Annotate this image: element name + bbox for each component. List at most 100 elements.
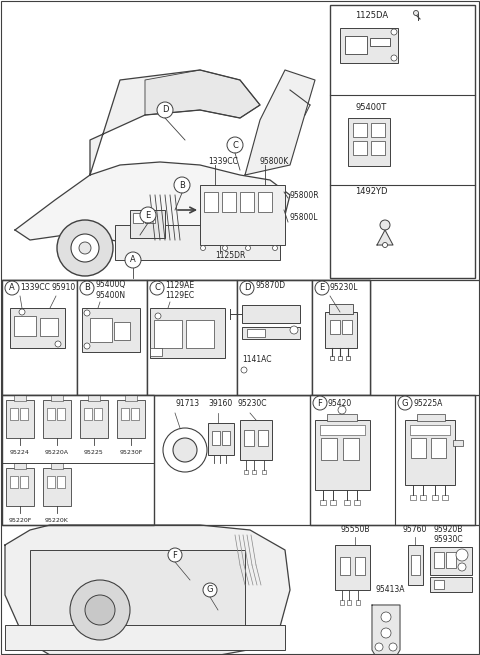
Circle shape	[290, 326, 298, 334]
Circle shape	[381, 628, 391, 638]
Bar	[40, 318, 58, 336]
Bar	[212, 431, 220, 445]
Circle shape	[245, 246, 251, 250]
Text: 1339CC: 1339CC	[20, 284, 50, 293]
Bar	[410, 495, 416, 500]
Bar	[2, 280, 370, 395]
Bar	[133, 213, 143, 223]
Text: B: B	[179, 181, 185, 189]
Text: G: G	[207, 586, 213, 595]
Bar	[345, 36, 367, 54]
Text: 1125DA: 1125DA	[355, 12, 388, 20]
Text: D: D	[162, 105, 168, 115]
Bar	[145, 213, 155, 223]
Circle shape	[168, 548, 182, 562]
Circle shape	[315, 281, 329, 295]
Bar	[47, 408, 55, 420]
Bar	[342, 320, 352, 334]
Text: 1492YD: 1492YD	[355, 187, 387, 196]
Circle shape	[398, 396, 412, 410]
Bar	[348, 118, 390, 166]
Text: 95220K: 95220K	[45, 517, 69, 523]
Bar	[434, 552, 444, 568]
Text: 95870D: 95870D	[256, 280, 286, 290]
Bar	[354, 500, 360, 505]
Text: D: D	[244, 284, 250, 293]
Circle shape	[80, 281, 94, 295]
Circle shape	[79, 242, 91, 254]
Circle shape	[140, 207, 156, 223]
Text: 95550B: 95550B	[340, 525, 370, 534]
Bar	[330, 356, 334, 360]
Bar	[343, 438, 359, 460]
Polygon shape	[377, 230, 393, 245]
Bar	[43, 400, 71, 438]
Circle shape	[84, 310, 90, 316]
Bar	[330, 320, 340, 334]
Circle shape	[84, 343, 90, 349]
Text: 1129AE: 1129AE	[165, 280, 194, 290]
Bar	[262, 470, 266, 474]
Bar	[14, 316, 36, 336]
Text: A: A	[130, 255, 136, 265]
Text: 95760: 95760	[403, 525, 427, 534]
Bar	[329, 304, 353, 314]
Bar	[51, 395, 63, 401]
Bar	[115, 225, 280, 260]
Text: C: C	[232, 141, 238, 149]
Circle shape	[338, 406, 346, 414]
Bar	[335, 545, 370, 590]
Bar	[147, 280, 237, 395]
Bar	[51, 463, 63, 469]
Bar	[434, 580, 444, 589]
Bar	[150, 348, 162, 356]
Bar	[371, 141, 385, 155]
Bar	[346, 356, 350, 360]
Bar	[10, 408, 18, 420]
Bar	[10, 476, 18, 488]
Text: E: E	[145, 210, 151, 219]
Bar	[90, 318, 112, 342]
Bar	[353, 141, 367, 155]
Bar	[321, 438, 337, 460]
Bar	[247, 329, 265, 337]
Bar	[222, 431, 230, 445]
Bar	[310, 395, 475, 525]
Bar	[20, 476, 28, 488]
Text: 95800L: 95800L	[290, 214, 319, 223]
Polygon shape	[145, 70, 260, 118]
Bar	[6, 468, 34, 506]
Bar	[88, 395, 100, 401]
Text: 95400N: 95400N	[95, 291, 125, 299]
Bar	[430, 547, 472, 575]
Circle shape	[413, 10, 419, 16]
Circle shape	[203, 583, 217, 597]
Circle shape	[150, 281, 164, 295]
Circle shape	[57, 220, 113, 276]
Circle shape	[375, 643, 383, 651]
Bar	[431, 438, 446, 458]
Bar	[315, 420, 370, 490]
Text: 95400Q: 95400Q	[95, 280, 125, 290]
Bar	[47, 476, 55, 488]
Circle shape	[70, 580, 130, 640]
Bar	[237, 280, 312, 395]
Bar	[432, 495, 438, 500]
Text: B: B	[84, 284, 90, 293]
Bar	[330, 5, 475, 278]
Bar	[20, 408, 28, 420]
Circle shape	[458, 563, 466, 571]
Text: 39160: 39160	[208, 398, 232, 407]
Text: 95800K: 95800K	[260, 157, 289, 166]
Bar	[327, 414, 357, 421]
Bar	[242, 305, 300, 323]
Circle shape	[19, 309, 25, 315]
Bar	[10, 308, 65, 348]
Circle shape	[201, 246, 205, 250]
Bar	[43, 468, 71, 506]
Bar	[125, 395, 137, 401]
Bar	[244, 470, 248, 474]
Text: 1129EC: 1129EC	[165, 291, 194, 299]
Bar	[204, 192, 218, 212]
Bar	[82, 308, 140, 352]
